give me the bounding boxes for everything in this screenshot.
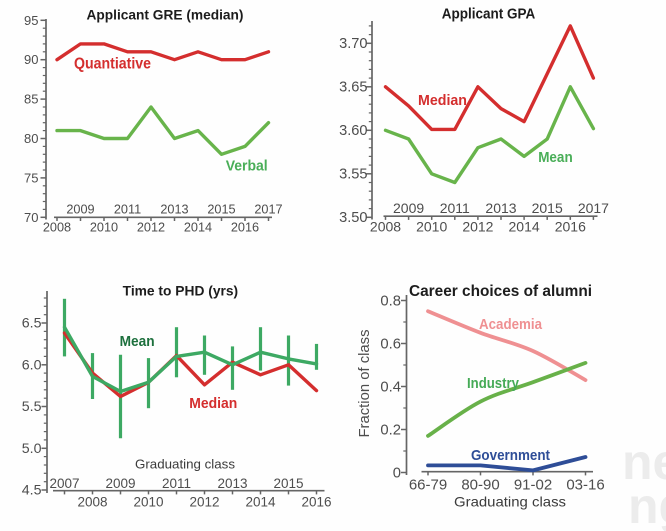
svg-text:03-16: 03-16 — [566, 476, 604, 493]
svg-text:2014: 2014 — [184, 221, 212, 235]
svg-text:2011: 2011 — [440, 200, 470, 216]
svg-text:2010: 2010 — [416, 218, 447, 234]
svg-text:2016: 2016 — [555, 218, 586, 234]
svg-text:ng: ng — [628, 478, 666, 531]
svg-text:2013: 2013 — [160, 202, 188, 216]
svg-text:0.2: 0.2 — [380, 422, 401, 438]
svg-text:2011: 2011 — [114, 202, 141, 216]
svg-text:Career choices of alumni: Career choices of alumni — [409, 283, 592, 300]
svg-text:ne: ne — [622, 434, 666, 490]
svg-text:2010: 2010 — [90, 221, 118, 235]
svg-text:3.50: 3.50 — [339, 210, 367, 226]
svg-text:3.70: 3.70 — [339, 36, 367, 52]
svg-text:0.4: 0.4 — [380, 379, 401, 395]
svg-text:80: 80 — [24, 131, 38, 146]
svg-text:3.60: 3.60 — [339, 123, 367, 139]
svg-text:75: 75 — [24, 170, 38, 185]
svg-text:0.8: 0.8 — [380, 293, 401, 309]
svg-text:2010: 2010 — [133, 494, 163, 509]
svg-text:Industry: Industry — [467, 375, 520, 392]
svg-text:Mean: Mean — [120, 333, 155, 350]
svg-text:2012: 2012 — [189, 494, 219, 509]
svg-text:91-02: 91-02 — [514, 476, 552, 493]
svg-text:70: 70 — [24, 210, 38, 225]
svg-text:66-79: 66-79 — [409, 476, 447, 493]
svg-text:2012: 2012 — [137, 221, 165, 235]
svg-text:Applicant GPA: Applicant GPA — [442, 6, 536, 23]
svg-text:2008: 2008 — [43, 221, 71, 235]
svg-text:2016: 2016 — [231, 221, 259, 235]
svg-text:2015: 2015 — [273, 476, 303, 491]
svg-text:2011: 2011 — [162, 476, 191, 491]
svg-text:2007: 2007 — [49, 476, 79, 491]
svg-text:0.6: 0.6 — [380, 336, 401, 352]
svg-text:2014: 2014 — [245, 494, 276, 509]
svg-text:Verbal: Verbal — [226, 158, 268, 175]
svg-text:2013: 2013 — [485, 200, 516, 216]
svg-text:5.0: 5.0 — [22, 441, 42, 457]
svg-text:3.55: 3.55 — [339, 167, 367, 183]
svg-text:95: 95 — [24, 13, 38, 28]
svg-text:2008: 2008 — [77, 494, 107, 509]
svg-text:2009: 2009 — [66, 202, 94, 216]
svg-text:2009: 2009 — [105, 476, 135, 491]
svg-text:Median: Median — [418, 92, 467, 109]
svg-text:4.5: 4.5 — [22, 483, 42, 499]
svg-text:Academia: Academia — [479, 316, 543, 333]
svg-text:5.5: 5.5 — [22, 399, 42, 415]
svg-text:6.0: 6.0 — [22, 357, 42, 373]
svg-text:0: 0 — [393, 465, 401, 481]
svg-text:Median: Median — [189, 395, 237, 412]
svg-text:2016: 2016 — [301, 494, 331, 509]
svg-text:2012: 2012 — [462, 218, 493, 234]
svg-text:Mean: Mean — [538, 149, 573, 166]
svg-text:3.65: 3.65 — [339, 80, 367, 96]
svg-text:Time to PHD (yrs): Time to PHD (yrs) — [123, 283, 239, 298]
svg-text:85: 85 — [24, 92, 38, 107]
svg-text:Graduating class: Graduating class — [135, 458, 235, 472]
svg-text:90: 90 — [24, 52, 38, 67]
svg-text:2015: 2015 — [207, 202, 235, 216]
svg-text:Graduating class: Graduating class — [454, 494, 566, 510]
svg-text:6.5: 6.5 — [22, 316, 42, 332]
svg-text:2009: 2009 — [393, 200, 424, 216]
svg-text:2015: 2015 — [532, 200, 563, 216]
svg-text:2014: 2014 — [509, 218, 540, 234]
svg-text:2017: 2017 — [578, 200, 609, 216]
svg-text:Government: Government — [471, 447, 550, 464]
svg-text:Fraction of class: Fraction of class — [356, 329, 373, 437]
svg-text:Quantiative: Quantiative — [74, 55, 151, 72]
svg-text:Applicant GRE (median): Applicant GRE (median) — [87, 7, 244, 22]
svg-text:2008: 2008 — [370, 218, 401, 234]
svg-text:2013: 2013 — [217, 476, 247, 491]
svg-text:2017: 2017 — [254, 202, 282, 216]
svg-text:80-90: 80-90 — [461, 476, 499, 493]
